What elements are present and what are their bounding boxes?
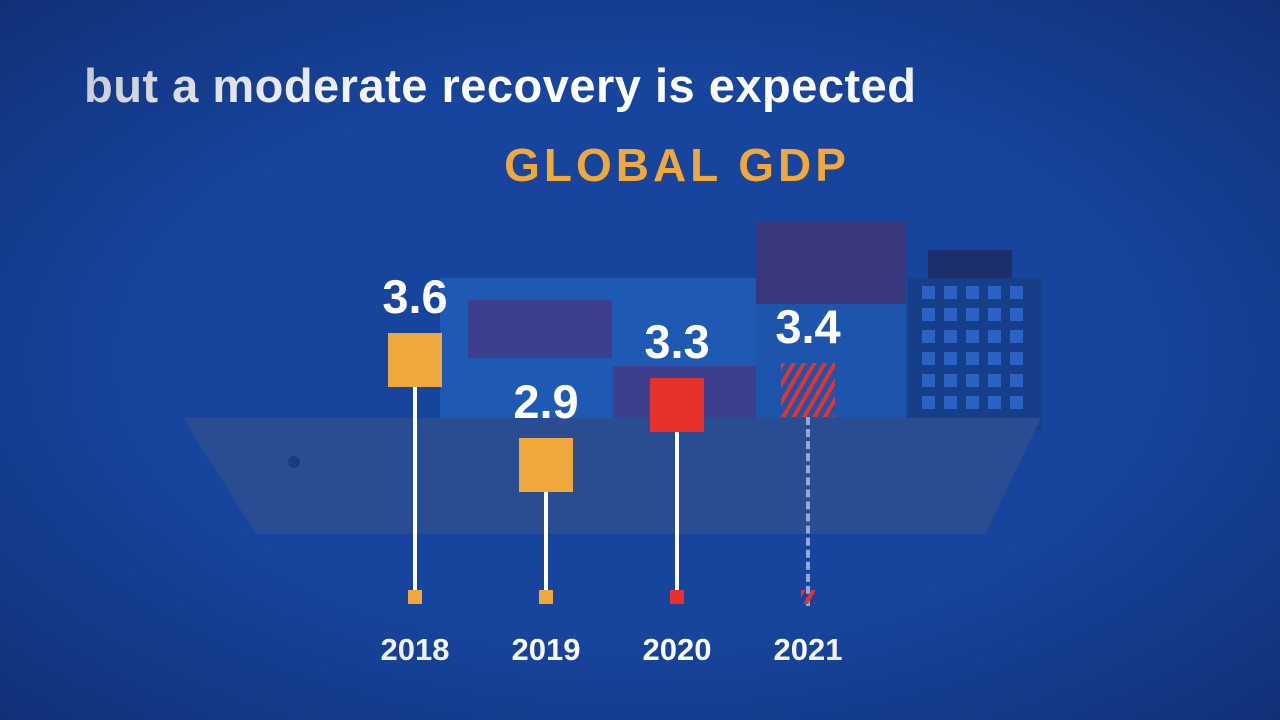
container-square <box>966 308 979 321</box>
container-block-purple-left <box>468 300 612 358</box>
value-label-2020: 3.3 <box>644 315 710 368</box>
year-label-2020: 2020 <box>642 632 712 667</box>
ship-porthole <box>288 456 300 468</box>
container-square <box>944 374 957 387</box>
container-square <box>988 352 1001 365</box>
container-square <box>966 374 979 387</box>
foot-marker-2019 <box>539 590 553 604</box>
container-square <box>988 286 1001 299</box>
container-square <box>988 396 1001 409</box>
marker-2019 <box>519 438 573 492</box>
container-square <box>922 330 935 343</box>
stem-2020 <box>675 432 679 594</box>
container-square <box>966 330 979 343</box>
container-square <box>944 308 957 321</box>
stem-2019 <box>544 492 548 594</box>
stem-2018 <box>413 387 417 594</box>
value-label-2019: 2.9 <box>513 375 579 428</box>
container-square <box>944 396 957 409</box>
chart-title: GLOBAL GDP <box>504 139 850 191</box>
container-square <box>922 352 935 365</box>
container-square <box>988 374 1001 387</box>
marker-2018 <box>388 333 442 387</box>
stem-2021 <box>806 417 810 606</box>
container-square <box>966 352 979 365</box>
foot-marker-2020 <box>670 590 684 604</box>
container-square <box>1010 374 1023 387</box>
container-square <box>922 374 935 387</box>
container-square <box>1010 286 1023 299</box>
container-square <box>922 286 935 299</box>
container-square <box>966 396 979 409</box>
container-square <box>988 308 1001 321</box>
container-square <box>944 352 957 365</box>
container-square <box>944 286 957 299</box>
year-label-2021: 2021 <box>773 632 843 667</box>
ship-hull <box>183 418 1041 534</box>
headline: but a moderate recovery is expected <box>84 59 917 112</box>
foot-marker-2021 <box>801 590 815 604</box>
container-square <box>944 330 957 343</box>
year-label-2019: 2019 <box>511 632 581 667</box>
container-square <box>922 396 935 409</box>
marker-2020 <box>650 378 704 432</box>
value-label-2018: 3.6 <box>382 270 448 323</box>
year-label-2018: 2018 <box>380 632 450 667</box>
container-block-purple-top <box>756 222 906 304</box>
container-square <box>1010 308 1023 321</box>
value-label-2021: 3.4 <box>775 300 841 353</box>
foot-marker-2018 <box>408 590 422 604</box>
container-square <box>1010 330 1023 343</box>
container-square <box>966 286 979 299</box>
container-square <box>1010 396 1023 409</box>
container-square <box>1010 352 1023 365</box>
marker-2021 <box>781 363 835 417</box>
container-square <box>922 308 935 321</box>
container-square <box>988 330 1001 343</box>
